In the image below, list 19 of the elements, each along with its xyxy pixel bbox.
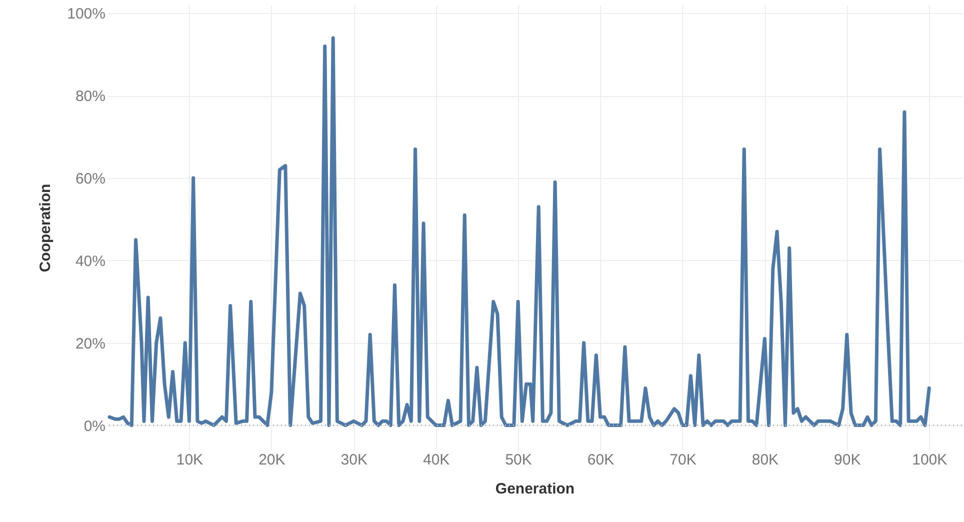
x-tick-label: 60K: [587, 452, 614, 468]
y-tick-label: 0%: [84, 418, 106, 435]
line-series: [108, 36, 931, 428]
x-tick-label: 40K: [422, 452, 450, 468]
y-tick-label: 100%: [67, 6, 106, 23]
x-tick-label: 100K: [912, 452, 948, 468]
y-axis-title: Cooperation: [37, 184, 54, 272]
y-tick-label: 60%: [75, 170, 106, 188]
x-axis-title: Generation: [495, 480, 575, 498]
x-tick-label: 50K: [505, 452, 532, 468]
y-tick-label: 40%: [75, 252, 106, 270]
x-tick-label: 80K: [752, 452, 779, 468]
x-tick-label: 70K: [670, 452, 696, 468]
y-tick-label: 80%: [75, 88, 106, 106]
y-tick-label: 20%: [75, 335, 106, 352]
x-tick-label: 10K: [176, 452, 204, 468]
x-tick-label: 20K: [258, 452, 286, 468]
x-tick-label: 90K: [834, 452, 861, 468]
x-tick-label: 30K: [340, 452, 368, 468]
